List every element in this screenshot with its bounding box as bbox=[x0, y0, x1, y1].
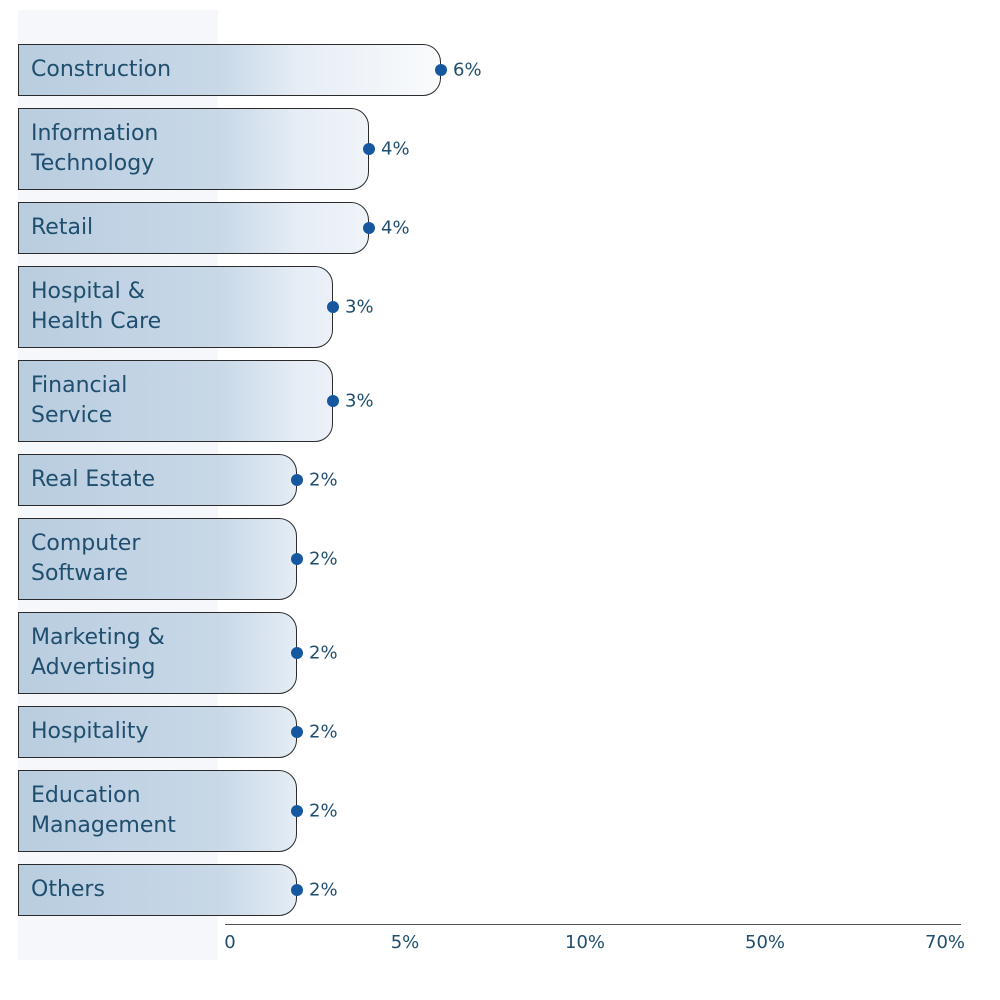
bar-end-dot bbox=[363, 143, 375, 155]
value-label: 2% bbox=[309, 800, 338, 822]
bar: Education Management bbox=[18, 770, 297, 852]
category-label: Construction bbox=[31, 57, 172, 82]
value-label: 2% bbox=[309, 879, 338, 901]
bar: Real Estate bbox=[18, 454, 297, 506]
bar-row: Others 2% bbox=[18, 864, 978, 916]
bar-end-dot bbox=[435, 64, 447, 76]
value-label: 4% bbox=[381, 217, 410, 239]
x-axis bbox=[225, 924, 961, 925]
category-label: Information Technology bbox=[31, 121, 159, 176]
value-label: 2% bbox=[309, 469, 338, 491]
category-label: Computer Software bbox=[31, 531, 141, 586]
x-tick-label: 50% bbox=[744, 932, 786, 953]
bar: Hospitality bbox=[18, 706, 297, 758]
x-tick-label: 10% bbox=[564, 932, 606, 953]
value-label: 2% bbox=[309, 548, 338, 570]
category-label: Marketing & Advertising bbox=[31, 625, 165, 680]
bar: Others bbox=[18, 864, 297, 916]
value-label: 2% bbox=[309, 721, 338, 743]
category-label: Financial Service bbox=[31, 373, 128, 428]
bar: Construction bbox=[18, 44, 441, 96]
bar-end-dot bbox=[291, 553, 303, 565]
bar-row: Computer Software 2% bbox=[18, 518, 978, 600]
bar: Hospital & Health Care bbox=[18, 266, 333, 348]
category-label: Hospital & Health Care bbox=[31, 279, 162, 334]
x-tick-label: 70% bbox=[924, 932, 966, 953]
bar-row: Construction 6% bbox=[18, 44, 978, 96]
category-label: Hospitality bbox=[31, 719, 149, 744]
value-label: 3% bbox=[345, 390, 374, 412]
value-label: 2% bbox=[309, 642, 338, 664]
value-label: 3% bbox=[345, 296, 374, 318]
bar-row: Financial Service 3% bbox=[18, 360, 978, 442]
x-tick-label: 0 bbox=[224, 932, 236, 953]
category-label: Others bbox=[31, 877, 105, 902]
category-label: Real Estate bbox=[31, 467, 156, 492]
value-label: 6% bbox=[453, 59, 482, 81]
value-label: 4% bbox=[381, 138, 410, 160]
category-label: Retail bbox=[31, 215, 94, 240]
bar-end-dot bbox=[291, 474, 303, 486]
bar-end-dot bbox=[363, 222, 375, 234]
bar: Marketing & Advertising bbox=[18, 612, 297, 694]
bar-row: Marketing & Advertising 2% bbox=[18, 612, 978, 694]
bar-row: Hospital & Health Care 3% bbox=[18, 266, 978, 348]
x-tick-label: 5% bbox=[390, 932, 420, 953]
bar-end-dot bbox=[291, 647, 303, 659]
bar-row: Hospitality 2% bbox=[18, 706, 978, 758]
bar-row: Education Management 2% bbox=[18, 770, 978, 852]
bar-end-dot bbox=[291, 805, 303, 817]
bar-end-dot bbox=[327, 395, 339, 407]
bar-row: Retail 4% bbox=[18, 202, 978, 254]
bars: Construction 6% Information Technology 4% Re… bbox=[18, 44, 978, 916]
bar-row: Real Estate 2% bbox=[18, 454, 978, 506]
bar-end-dot bbox=[291, 884, 303, 896]
bar: Retail bbox=[18, 202, 369, 254]
bar: Information Technology bbox=[18, 108, 369, 190]
bar-end-dot bbox=[327, 301, 339, 313]
category-label: Education Management bbox=[31, 783, 176, 838]
bar-end-dot bbox=[291, 726, 303, 738]
bar: Computer Software bbox=[18, 518, 297, 600]
bar: Financial Service bbox=[18, 360, 333, 442]
bar-row: Information Technology 4% bbox=[18, 108, 978, 190]
